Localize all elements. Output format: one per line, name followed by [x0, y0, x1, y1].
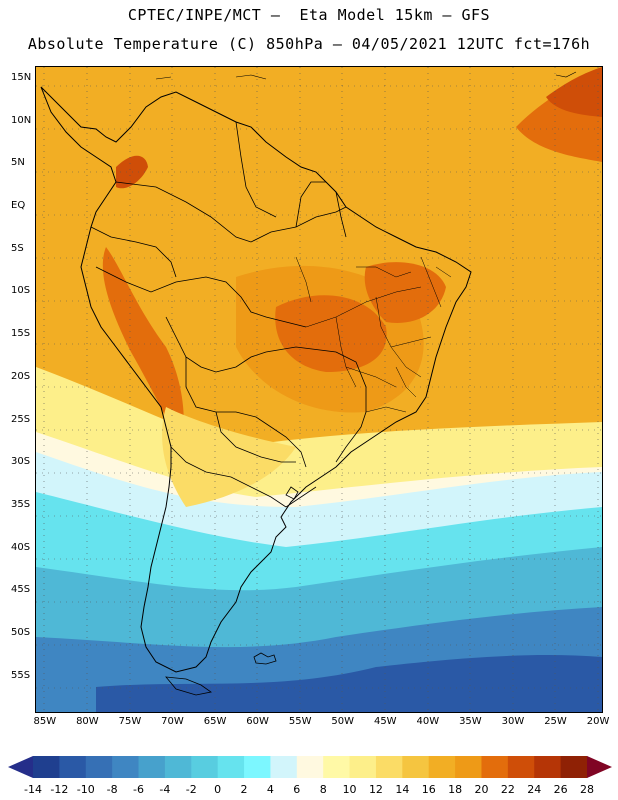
colorbar-swatch: [296, 756, 324, 778]
colorbar-swatch: [560, 756, 588, 778]
colorbar-label: 24: [527, 783, 542, 796]
colorbar-swatch: [507, 756, 535, 778]
temperature-map: [35, 66, 603, 713]
longitude-label: 35W: [459, 716, 482, 727]
colorbar-over-arrow: [587, 756, 612, 778]
longitude-label: 55W: [288, 716, 312, 727]
colorbar-label: 2: [240, 783, 248, 796]
temp-patch-central-brazil-core: [275, 295, 387, 372]
longitude-label: 60W: [246, 716, 269, 727]
latitude-label: 25S: [11, 413, 31, 425]
colorbar-label: 16: [421, 783, 436, 796]
longitude-label: 45W: [373, 716, 397, 727]
latitude-label: 45S: [11, 584, 31, 596]
latitude-label: 30S: [11, 456, 31, 468]
colorbar-swatch: [33, 756, 60, 778]
temp-patch-andes: [102, 247, 184, 447]
colorbar-label: 0: [214, 783, 222, 796]
colorbar-swatch: [270, 756, 298, 778]
longitude-label: 75W: [118, 716, 142, 727]
colorbar-label: -2: [185, 783, 197, 796]
temperature-colorbar: [8, 756, 612, 778]
latitude-label: 15S: [11, 328, 31, 340]
colorbar-swatch: [402, 756, 430, 778]
colorbar-label: 26: [553, 783, 568, 796]
colorbar-swatch: [112, 756, 140, 778]
colorbar-label: 18: [448, 783, 463, 796]
latitude-label: 40S: [11, 541, 31, 553]
colorbar-swatches: [33, 756, 588, 778]
colorbar-swatch: [534, 756, 562, 778]
colorbar-swatch: [59, 756, 87, 778]
colorbar-swatch: [191, 756, 219, 778]
colorbar-swatch: [217, 756, 245, 778]
colorbar-label: 10: [342, 783, 357, 796]
colorbar-swatch: [138, 756, 166, 778]
latitude-label: 50S: [11, 627, 31, 639]
map-canvas: [36, 67, 602, 712]
colorbar-swatch: [349, 756, 377, 778]
longitude-label: 40W: [416, 716, 440, 727]
colorbar-label: -10: [76, 783, 95, 796]
temp-patch-argentina: [162, 407, 296, 507]
caribbean-islands: [155, 71, 577, 80]
colorbar-swatch: [85, 756, 113, 778]
colorbar-label: -12: [50, 783, 69, 796]
colorbar-label: -14: [24, 783, 42, 796]
south-america-coastline: [40, 86, 472, 673]
map-title-line1: CPTEC/INPE/MCT – Eta Model 15km – GFS: [127, 6, 491, 24]
colorbar-swatch: [323, 756, 351, 778]
latitude-label: 10N: [11, 114, 32, 126]
latitude-label: 5N: [11, 157, 25, 169]
latitude-label: 5S: [11, 242, 24, 254]
colorbar-label: 6: [293, 783, 301, 796]
colorbar-swatch: [455, 756, 482, 778]
latitude-label: 15N: [11, 71, 32, 83]
colorbar-label: 12: [368, 783, 383, 796]
colorbar-under-arrow: [8, 756, 33, 778]
latitude-label: 35S: [11, 498, 31, 510]
longitude-label: 65W: [203, 716, 227, 727]
colorbar-label: 4: [266, 783, 274, 796]
colorbar-label: -8: [106, 783, 118, 796]
colorbar-swatch: [164, 756, 192, 778]
colorbar-label: 28: [580, 783, 594, 796]
longitude-label: 20W: [586, 716, 610, 727]
colorbar-label: 14: [395, 783, 410, 796]
temp-patch-hot-ne-core: [546, 67, 602, 117]
colorbar-label: 20: [474, 783, 489, 796]
longitude-label: 80W: [76, 716, 99, 727]
state-borders: [295, 256, 452, 413]
longitude-label: 50W: [331, 716, 355, 727]
longitude-label: 25W: [544, 716, 567, 727]
lagoa-dos-patos: [285, 486, 299, 500]
colorbar-swatch: [375, 756, 403, 778]
latitude-label: EQ: [11, 199, 26, 211]
latitude-label: 20S: [11, 370, 31, 382]
colorbar-label: 8: [319, 783, 327, 796]
lat-lon-grid: [36, 67, 602, 712]
longitude-label: 70W: [161, 716, 184, 727]
country-borders: [90, 121, 367, 508]
colorbar-label: -6: [133, 783, 144, 796]
latitude-label: 10S: [11, 285, 31, 297]
colorbar-swatch: [481, 756, 509, 778]
map-title-line2: Absolute Temperature (C) 850hPa – 04/05/…: [27, 35, 591, 53]
latitude-label: 55S: [11, 669, 31, 681]
colorbar-label: -4: [159, 783, 171, 796]
colorbar-swatch: [244, 756, 271, 778]
colorbar-swatch: [428, 756, 456, 778]
falkland-islands: [253, 652, 277, 665]
colorbar-label: 22: [500, 783, 515, 796]
tierra-del-fuego: [165, 676, 212, 696]
longitude-label: 85W: [33, 716, 57, 727]
longitude-label: 30W: [501, 716, 525, 727]
temp-band-deep-blue: [96, 655, 602, 712]
